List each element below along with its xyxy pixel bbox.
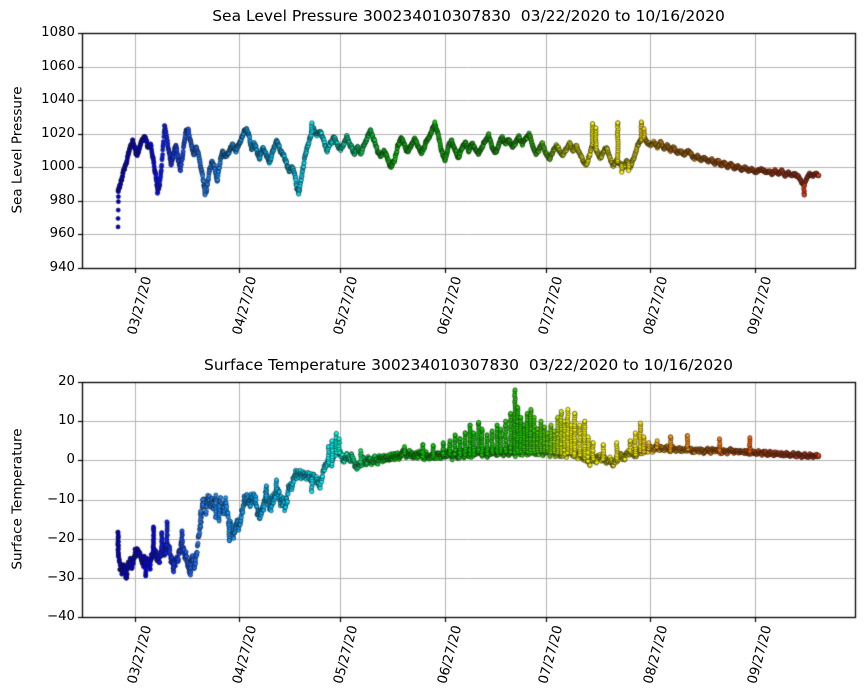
y-tick-label: 1080 xyxy=(41,25,75,40)
y-tick-label: 960 xyxy=(49,226,75,242)
y-tick-label: 20 xyxy=(58,374,75,389)
y-tick-label: 1000 xyxy=(41,159,75,175)
y-tick-label: 1060 xyxy=(41,58,75,74)
y-tick-label: 1020 xyxy=(41,125,75,141)
temperature-y-axis-label: Surface Temperature xyxy=(9,428,26,570)
y-tick-label: 0 xyxy=(66,452,75,468)
y-tick-label: 1040 xyxy=(41,92,75,108)
y-tick-label: 10 xyxy=(58,413,75,429)
pressure-y-axis-label: Sea Level Pressure xyxy=(9,86,26,214)
y-tick-label: −40 xyxy=(46,609,75,624)
y-tick-label: −30 xyxy=(46,569,75,585)
pressure-chart-title: Sea Level Pressure 300234010307830 03/22… xyxy=(212,7,725,25)
y-tick-label: 940 xyxy=(49,260,75,275)
y-tick-label: 980 xyxy=(49,192,75,208)
y-tick-label: −20 xyxy=(46,530,75,546)
temperature-chart-title: Surface Temperature 300234010307830 03/2… xyxy=(204,356,733,374)
y-tick-label: −10 xyxy=(46,491,75,507)
